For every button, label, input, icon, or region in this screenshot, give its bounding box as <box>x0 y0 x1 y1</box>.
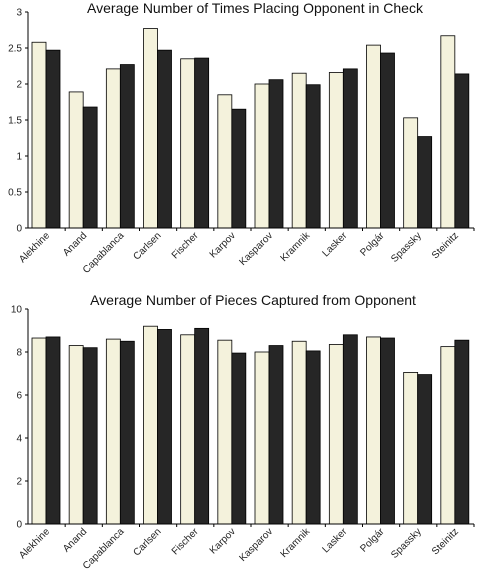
bar-dark <box>305 350 321 525</box>
bar-light <box>105 338 121 525</box>
bar-dark <box>305 84 321 229</box>
y-tick-label: 2 <box>16 80 22 91</box>
bar-dark <box>380 52 395 229</box>
y-tick-label: 1.5 <box>8 116 22 127</box>
category-label: Anand <box>61 526 89 554</box>
category-label: Lasker <box>320 230 349 259</box>
bar-dark <box>119 64 135 229</box>
y-axis: 0 2 4 6 8 10 <box>11 305 29 531</box>
category-label: Steinitz <box>430 526 461 557</box>
bar-light <box>291 340 307 525</box>
category-label: Karpov <box>208 230 238 260</box>
bar-dark <box>342 334 358 525</box>
category-label: Polgár <box>358 230 387 259</box>
bar-light <box>31 41 47 229</box>
bar-dark <box>157 49 172 229</box>
bars <box>31 28 470 229</box>
category-label: Kasparov <box>237 526 275 564</box>
category-label: Anand <box>61 230 89 258</box>
bar-dark <box>342 68 358 229</box>
bar-dark <box>82 347 98 525</box>
bar-dark <box>231 352 247 525</box>
bar-light <box>143 325 158 525</box>
category-label: Fischer <box>170 526 201 557</box>
bar-dark <box>45 49 61 229</box>
category-label: Karpov <box>208 526 238 556</box>
bar-light <box>254 83 270 229</box>
category-label: Kramnik <box>279 230 313 264</box>
y-tick-label: 0 <box>16 224 22 235</box>
bar-light <box>403 372 419 525</box>
bar-dark <box>454 73 470 229</box>
bar-light <box>68 91 84 229</box>
bar-dark <box>231 108 247 229</box>
bar-dark <box>380 337 395 525</box>
bar-light <box>440 35 456 229</box>
bars <box>31 325 470 525</box>
category-label: Spassky <box>389 526 424 561</box>
bar-dark <box>119 340 135 525</box>
category-label: Polgár <box>358 526 387 555</box>
bar-light <box>440 346 456 525</box>
y-tick-label: 2 <box>16 477 22 488</box>
bar-dark <box>45 336 61 525</box>
bar-light <box>217 94 233 229</box>
bar-light <box>366 336 381 525</box>
bar-light <box>328 72 344 229</box>
y-tick-label: 2.5 <box>8 44 22 55</box>
category-label: Alekhine <box>17 526 52 561</box>
bar-light <box>143 28 158 229</box>
bar-light <box>291 72 307 229</box>
bar-light <box>366 44 381 229</box>
bar-dark <box>82 106 98 229</box>
bar-dark <box>194 327 210 525</box>
y-tick-label: 8 <box>16 348 22 359</box>
y-tick-label: 6 <box>16 391 22 402</box>
category-label: Lasker <box>320 526 349 555</box>
category-label: Spassky <box>389 230 424 265</box>
chart-title: Average Number of Times Placing Opponent… <box>87 0 424 16</box>
bar-dark <box>454 339 470 525</box>
category-label: Carlsen <box>131 526 163 558</box>
category-label: Carlsen <box>131 230 163 262</box>
category-label: Kasparov <box>237 230 275 268</box>
bar-dark <box>417 374 433 525</box>
bar-dark <box>417 136 433 229</box>
bar-light <box>31 337 47 525</box>
category-label: Alekhine <box>17 230 52 265</box>
captures-chart: Average Number of Pieces Captured from O… <box>11 292 475 572</box>
bar-light <box>105 68 121 229</box>
bar-light <box>403 117 419 229</box>
y-tick-label: 1 <box>16 152 22 163</box>
bar-light <box>328 344 344 525</box>
bar-light <box>254 351 270 525</box>
bar-dark <box>268 79 284 229</box>
y-tick-label: 0.5 <box>8 188 22 199</box>
bar-light <box>180 334 196 525</box>
bar-light <box>180 58 196 229</box>
category-label: Steinitz <box>430 230 461 261</box>
category-label: Kramnik <box>279 526 313 560</box>
bar-dark <box>194 57 210 229</box>
bar-dark <box>268 345 284 525</box>
category-label: Fischer <box>170 230 201 261</box>
bar-light <box>217 339 233 525</box>
y-axis: 0 0.5 1 1.5 2 2.5 3 <box>8 8 29 235</box>
y-tick-label: 10 <box>11 305 23 316</box>
bar-dark <box>157 329 172 525</box>
chart-title: Average Number of Pieces Captured from O… <box>90 292 416 308</box>
y-tick-label: 4 <box>16 434 22 445</box>
y-tick-label: 0 <box>16 520 22 531</box>
check-chart: Average Number of Times Placing Opponent… <box>8 0 475 276</box>
bar-light <box>68 345 84 525</box>
y-tick-label: 3 <box>16 8 22 19</box>
